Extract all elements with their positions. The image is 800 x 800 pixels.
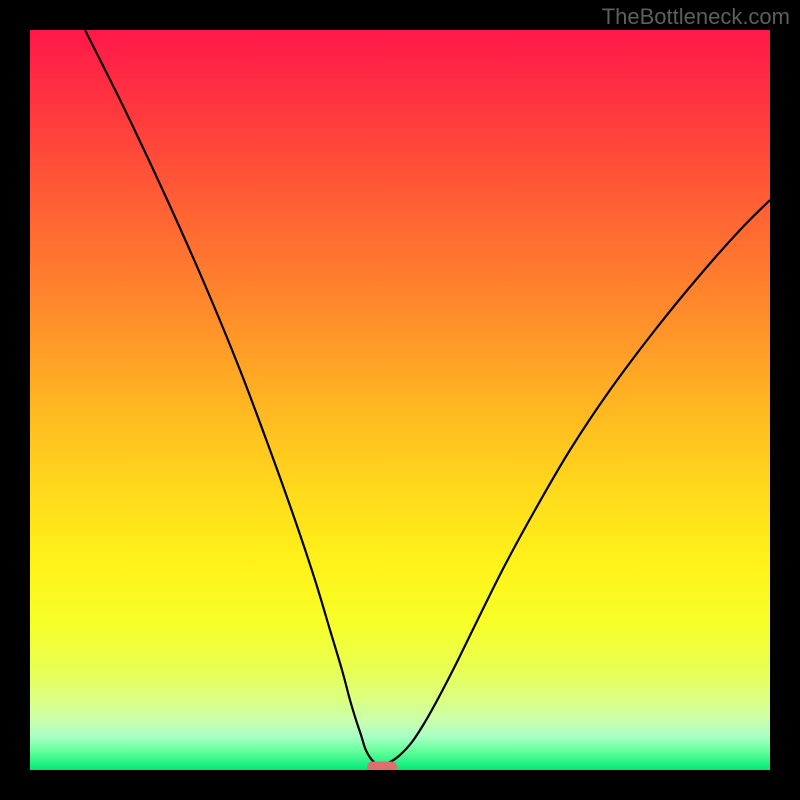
chart-container: TheBottleneck.com	[0, 0, 800, 800]
watermark-text: TheBottleneck.com	[602, 4, 790, 30]
bottleneck-chart	[0, 0, 800, 800]
